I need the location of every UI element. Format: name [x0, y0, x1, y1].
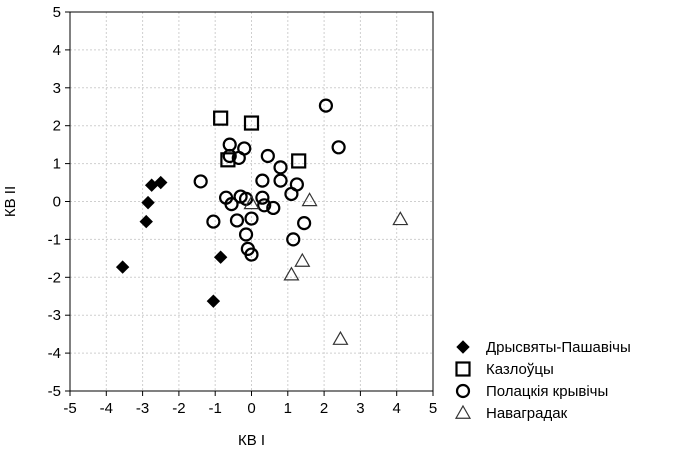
data-point: [255, 173, 270, 188]
x-tick-label: -2: [172, 400, 185, 417]
data-point: [297, 216, 312, 231]
x-axis-label: КВ І: [238, 432, 265, 449]
data-point: [294, 252, 311, 267]
x-tick-label: 4: [393, 400, 401, 417]
legend-marker: [455, 383, 471, 399]
data-point: [115, 260, 130, 274]
data-point: [273, 173, 288, 188]
x-tick-label: -1: [209, 400, 222, 417]
data-point: [257, 198, 272, 213]
data-point: [213, 110, 229, 126]
y-tick-label: -3: [48, 307, 61, 324]
data-point: [244, 247, 259, 262]
y-tick-label: 2: [53, 118, 61, 135]
data-point: [238, 227, 254, 242]
data-point: [284, 186, 299, 202]
legend-marker: [454, 404, 472, 419]
data-point: [222, 148, 237, 164]
data-point: [243, 195, 260, 210]
legend-item: Казлоўцы: [455, 361, 554, 378]
x-tick-label: -5: [63, 400, 76, 417]
y-tick-label: -2: [48, 269, 61, 286]
x-tick-label: -4: [100, 400, 113, 417]
data-point: [193, 174, 208, 189]
data-point: [154, 175, 168, 190]
series-3: [243, 192, 409, 345]
legend-label: Наваградак: [486, 405, 568, 422]
data-point: [283, 266, 300, 281]
data-point: [266, 200, 281, 216]
grid-lines: [69, 11, 434, 392]
legend-label: Казлоўцы: [486, 361, 554, 378]
data-point: [291, 153, 307, 169]
data-point: [206, 214, 221, 229]
data-point: [237, 141, 252, 156]
data-point: [331, 140, 346, 155]
y-tick-label: 0: [53, 194, 61, 211]
data-point: [222, 137, 237, 152]
x-tick-label: 5: [429, 400, 437, 417]
data-point: [229, 213, 245, 228]
legend-label: Полацкія крывічы: [486, 383, 608, 400]
y-tick-label: 4: [53, 42, 61, 59]
data-point: [213, 250, 228, 264]
y-tick-label: 5: [53, 4, 61, 21]
data-point: [392, 211, 409, 226]
legend: Дрысвяты-Пашавічы Казлоўцы Полацкія крывіч…: [454, 339, 631, 422]
data-point: [141, 195, 155, 210]
y-tick-label: -5: [48, 383, 61, 400]
data-point: [273, 160, 288, 175]
legend-label: Дрысвяты-Пашавічы: [486, 339, 631, 356]
legend-marker: [455, 361, 471, 377]
axis-ticks: -5 -4 -3 -2 -1 0 1 2 3 4 5 -5 -4 -3 -2 -1 0 1 2 3 4 5: [48, 4, 438, 417]
series-2: [193, 98, 346, 262]
series-0: [115, 175, 228, 308]
legend-item: Дрысвяты-Пашавічы: [456, 339, 631, 356]
x-tick-label: 2: [320, 400, 328, 417]
y-tick-label: -1: [48, 231, 61, 248]
data-point: [206, 294, 221, 308]
legend-marker: [456, 340, 470, 354]
data-points: [115, 98, 409, 345]
series-1: [213, 110, 307, 169]
x-tick-label: 3: [356, 400, 364, 417]
y-axis-label: КВ ІІ: [2, 186, 19, 217]
y-tick-label: 1: [53, 156, 61, 173]
data-point: [318, 98, 334, 113]
x-tick-label: -3: [136, 400, 149, 417]
data-point: [243, 115, 260, 131]
y-tick-label: -4: [48, 345, 61, 362]
data-point: [244, 211, 259, 226]
x-tick-label: 1: [284, 400, 292, 417]
data-point: [332, 330, 349, 345]
y-tick-label: 3: [53, 80, 61, 97]
legend-item: Наваградак: [454, 404, 568, 422]
x-tick-label: 0: [247, 400, 255, 417]
data-point: [224, 197, 239, 212]
data-point: [286, 232, 301, 247]
data-point: [139, 214, 153, 229]
legend-item: Полацкія крывічы: [455, 383, 608, 400]
data-point: [260, 148, 275, 164]
data-point: [255, 190, 270, 205]
data-point: [301, 192, 318, 207]
